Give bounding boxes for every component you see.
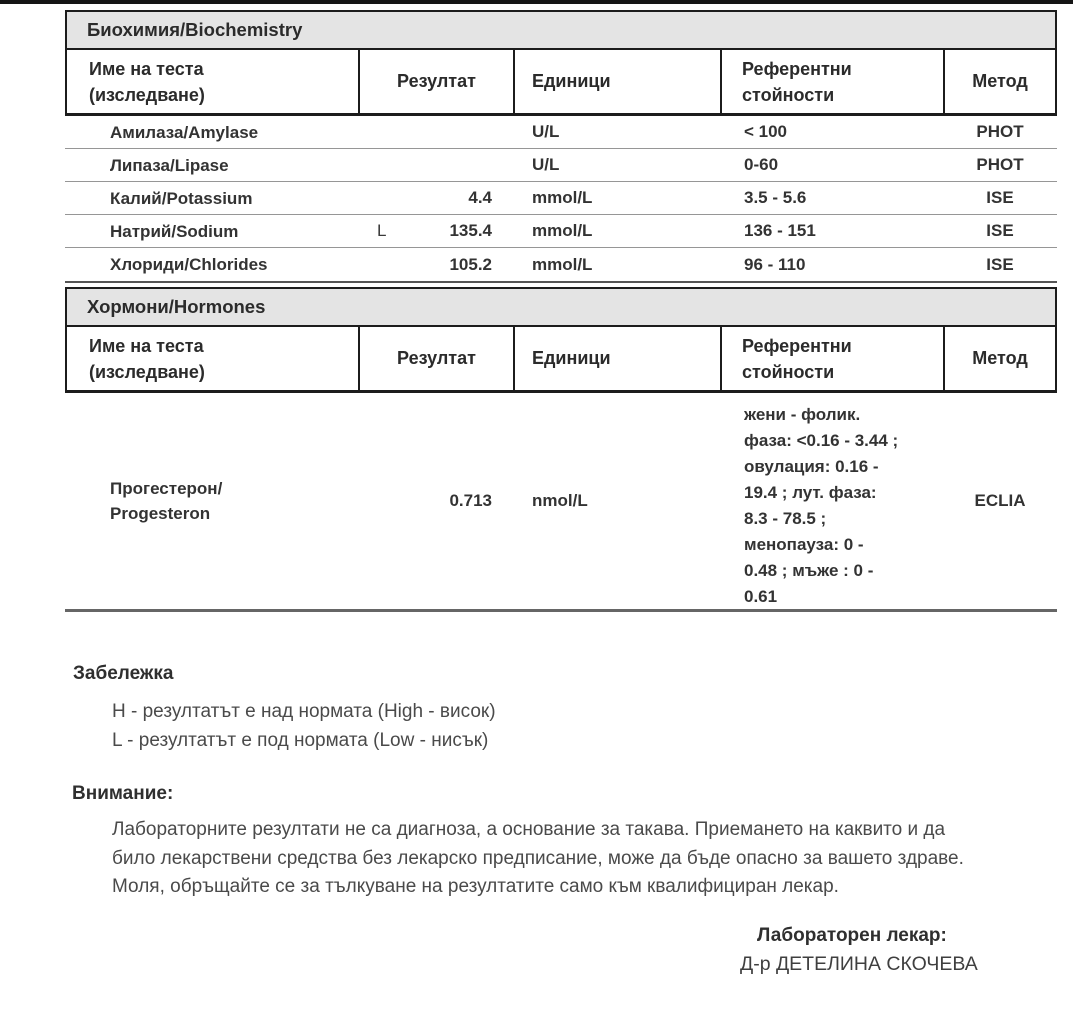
result-cell: 4.4 bbox=[360, 188, 515, 208]
table-row: Калий/Potassium 4.4 mmol/L 3.5 - 5.6 ISE bbox=[65, 182, 1057, 215]
test-name-cell: Прогестерон/ Progesteron bbox=[110, 479, 223, 523]
units-cell: U/L bbox=[532, 155, 560, 174]
reference-cell: < 100 bbox=[744, 122, 788, 141]
section-title: Биохимия/Biochemistry bbox=[87, 19, 303, 40]
column-header-reference: Референтни стойности bbox=[722, 327, 945, 390]
biochemistry-rows: Амилаза/Amylase U/L < 100 PHOT Липаза/Lipase… bbox=[65, 116, 1057, 283]
reference-cell: 96 - 110 bbox=[744, 254, 806, 274]
warning-paragraph: Лабораторните резултати не са диагноза, … bbox=[112, 819, 964, 897]
method-cell: PHOT bbox=[976, 155, 1024, 174]
hormones-table: Хормони/Hormones Име на теста (изследван… bbox=[65, 287, 1057, 612]
test-name-cell: Амилаза/Amylase bbox=[110, 122, 259, 142]
note-line-high: H - резултатът е над нормата (High - вис… bbox=[112, 701, 496, 722]
result-value: 4.4 bbox=[468, 188, 492, 207]
units-cell: mmol/L bbox=[532, 254, 593, 274]
note-line-low: L - резултатът е под нормата (Low - нисъ… bbox=[112, 730, 489, 751]
notes-legend: H - резултатът е над нормата (High - вис… bbox=[112, 697, 496, 755]
column-header-method: Метод bbox=[972, 348, 1028, 368]
method-cell: ECLIA bbox=[974, 491, 1026, 510]
column-header-test-name: Име на теста (изследване) bbox=[67, 327, 360, 390]
reference-cell: 136 - 151 bbox=[744, 221, 816, 240]
units-cell: nmol/L bbox=[532, 491, 588, 510]
biochemistry-table: Биохимия/Biochemistry Име на теста (изсл… bbox=[65, 10, 1057, 283]
test-name-cell: Калий/Potassium bbox=[110, 188, 253, 208]
column-header-test-name: Име на теста (изследване) bbox=[67, 50, 360, 113]
result-value: 105.2 bbox=[449, 254, 492, 274]
section-header-biochemistry: Биохимия/Biochemistry bbox=[65, 10, 1057, 50]
abnormal-flag: L bbox=[377, 221, 387, 240]
units-cell: U/L bbox=[532, 122, 560, 141]
column-header-units: Единици bbox=[515, 327, 722, 390]
lab-doctor-name: Д-р ДЕТЕЛИНА СКОЧЕВА bbox=[740, 953, 978, 975]
lab-doctor-label: Лабораторен лекар: bbox=[757, 925, 947, 946]
result-value: 0.713 bbox=[449, 491, 492, 510]
method-cell: ISE bbox=[986, 254, 1014, 274]
column-header-result: Резултат bbox=[360, 50, 515, 113]
column-header-row: Име на теста (изследване) Резултат Едини… bbox=[65, 50, 1057, 116]
reference-cell: жени - фолик. фаза: <0.16 - 3.44 ; овула… bbox=[744, 405, 899, 606]
reference-cell: 3.5 - 5.6 bbox=[744, 188, 807, 207]
result-cell: L 135.4 bbox=[360, 221, 515, 241]
column-header-result: Резултат bbox=[360, 327, 515, 390]
column-header-units: Единици bbox=[515, 50, 722, 113]
result-value: 135.4 bbox=[449, 221, 492, 240]
column-header-method: Метод bbox=[972, 71, 1028, 91]
units-cell: mmol/L bbox=[532, 188, 593, 207]
section-header-hormones: Хормони/Hormones bbox=[65, 287, 1057, 327]
method-cell: PHOT bbox=[976, 122, 1024, 141]
notes-heading: Забележка bbox=[73, 663, 174, 684]
column-header-reference: Референтни стойности bbox=[722, 50, 945, 113]
test-name-cell: Хлориди/Chlorides bbox=[110, 255, 268, 274]
table-row: Липаза/Lipase U/L 0-60 PHOT bbox=[65, 149, 1057, 182]
hormones-rows: Прогестерон/ Progesteron 0.713 nmol/L жени … bbox=[65, 393, 1057, 612]
table-row: Амилаза/Amylase U/L < 100 PHOT bbox=[65, 116, 1057, 149]
method-cell: ISE bbox=[986, 221, 1014, 240]
table-row: Прогестерон/ Progesteron 0.713 nmol/L жени … bbox=[65, 393, 1057, 612]
section-title: Хормони/Hormones bbox=[87, 296, 266, 317]
page-top-rule bbox=[0, 0, 1073, 4]
result-cell: 0.713 bbox=[360, 491, 515, 511]
method-cell: ISE bbox=[986, 188, 1014, 207]
units-cell: mmol/L bbox=[532, 221, 593, 240]
warning-heading: Внимание: bbox=[72, 783, 174, 804]
reference-cell: 0-60 bbox=[744, 155, 779, 174]
result-cell: 105.2 bbox=[360, 255, 515, 275]
test-name-cell: Липаза/Lipase bbox=[110, 155, 229, 175]
table-row: Хлориди/Chlorides 105.2 mmol/L 96 - 110 ISE bbox=[65, 248, 1057, 283]
table-row: Натрий/Sodium L 135.4 mmol/L 136 - 151 ISE bbox=[65, 215, 1057, 248]
column-header-row: Име на теста (изследване) Резултат Едини… bbox=[65, 327, 1057, 393]
test-name-cell: Натрий/Sodium bbox=[110, 221, 239, 241]
